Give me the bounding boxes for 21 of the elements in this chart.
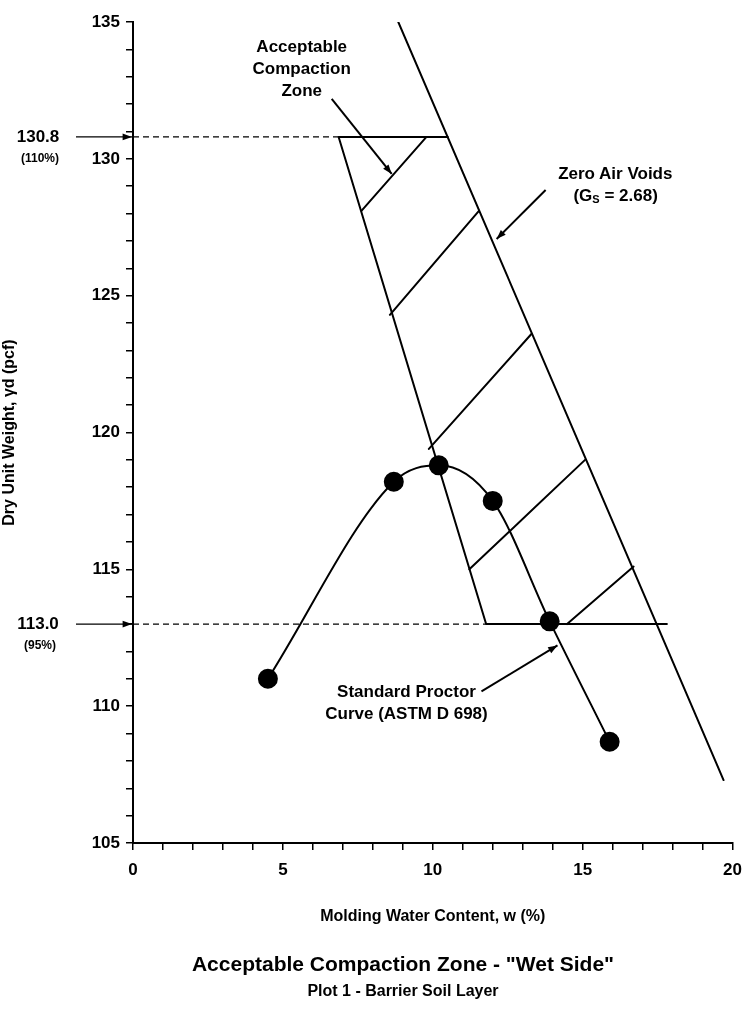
y-tick-label: 130 [91,148,120,168]
ref-line-label: 113.0 (95%) [17,613,59,653]
y-tick-label: 135 [91,11,120,31]
ref-line-label: 130.8 (110%) [16,126,60,166]
x-tick-label: 15 [573,859,593,879]
annotation: Zero Air Voids (GS = 2.68) [558,163,673,206]
x-tick-label: 10 [423,859,443,879]
y-axis-title: Dry Unit Weight, γd (pcf) [0,339,18,526]
x-axis-title: Molding Water Content, w (%) [320,906,546,924]
y-tick-label: 125 [91,285,120,305]
text: Plot 1 - Barrier Soil Layer [306,982,500,1000]
annotation: Acceptable Compaction Zone [252,36,351,100]
annotation: Standard Proctor Curve (ASTM D 698) [325,682,488,724]
x-tick-label: 5 [278,859,288,879]
y-tick-label: 110 [92,695,120,715]
x-tick-label: 0 [128,859,138,879]
x-tick-label: 20 [723,859,743,879]
text: Acceptable Compaction Zone - "Wet Side" [190,952,616,976]
y-tick-label: 115 [92,559,120,579]
y-tick-label: 105 [91,832,120,852]
y-tick-label: 120 [91,422,120,442]
